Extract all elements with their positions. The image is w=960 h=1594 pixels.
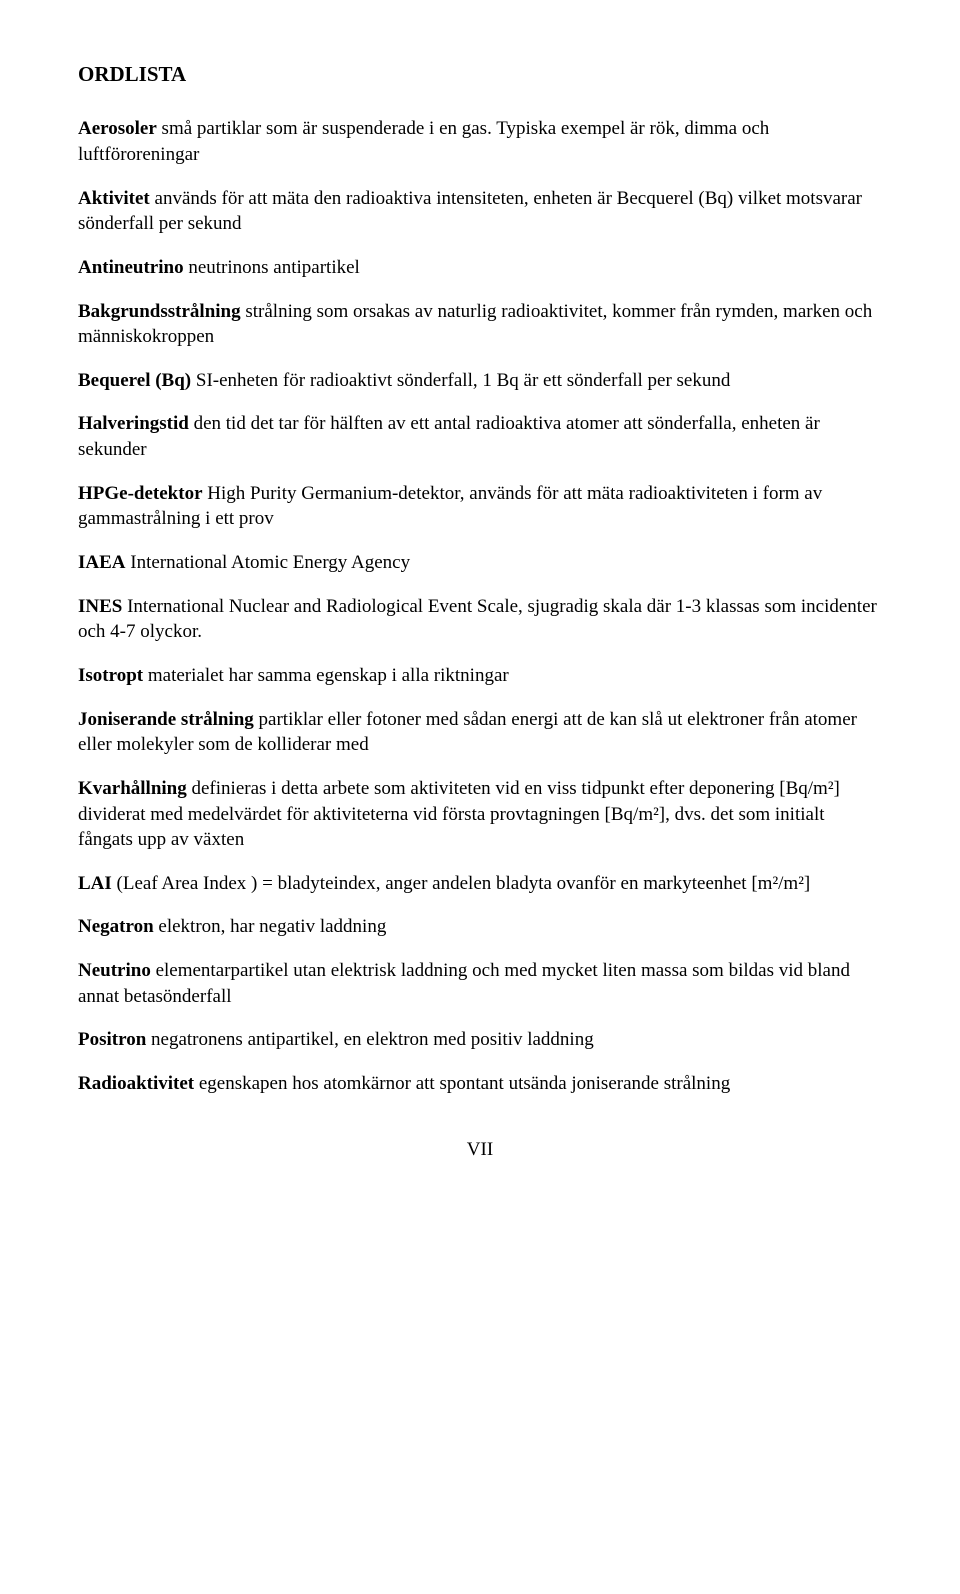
- glossary-definition: egenskapen hos atomkärnor att spontant u…: [194, 1073, 730, 1094]
- glossary-entry: Bequerel (Bq) SI-enheten för radioaktivt…: [78, 368, 882, 394]
- page-heading: ORDLISTA: [78, 60, 882, 88]
- glossary-term: Bequerel (Bq): [78, 370, 191, 391]
- glossary-entry: Aerosoler små partiklar som är suspender…: [78, 116, 882, 167]
- glossary-term: Negatron: [78, 916, 154, 937]
- glossary-entry: IAEA International Atomic Energy Agency: [78, 550, 882, 576]
- glossary-term: Halveringstid: [78, 413, 189, 434]
- glossary-entry: Negatron elektron, har negativ laddning: [78, 914, 882, 940]
- glossary-entry: Neutrino elementarpartikel utan elektris…: [78, 958, 882, 1009]
- glossary-entry: Kvarhållning definieras i detta arbete s…: [78, 776, 882, 853]
- glossary-term: IAEA: [78, 552, 126, 573]
- glossary-definition: används för att mäta den radioaktiva int…: [78, 188, 862, 235]
- glossary-term: Radioaktivitet: [78, 1073, 194, 1094]
- glossary-entry: INES International Nuclear and Radiologi…: [78, 594, 882, 645]
- glossary-term: Isotropt: [78, 665, 143, 686]
- glossary-entry: Joniserande strålning partiklar eller fo…: [78, 707, 882, 758]
- glossary-definition: neutrinons antipartikel: [184, 257, 360, 278]
- glossary-definition: elektron, har negativ laddning: [154, 916, 387, 937]
- glossary-term: INES: [78, 596, 122, 617]
- glossary-definition: SI-enheten för radioaktivt sönderfall, 1…: [191, 370, 730, 391]
- glossary-definition: definieras i detta arbete som aktivitete…: [78, 778, 840, 850]
- glossary-definition: elementarpartikel utan elektrisk laddnin…: [78, 960, 850, 1007]
- glossary-entry: Positron negatronens antipartikel, en el…: [78, 1027, 882, 1053]
- glossary-term: Positron: [78, 1029, 146, 1050]
- glossary-term: Aktivitet: [78, 188, 150, 209]
- glossary-term: Joniserande strålning: [78, 709, 254, 730]
- page-number: VII: [78, 1137, 882, 1163]
- glossary-term: Neutrino: [78, 960, 151, 981]
- glossary-entry: Antineutrino neutrinons antipartikel: [78, 255, 882, 281]
- glossary-definition: den tid det tar för hälften av ett antal…: [78, 413, 820, 460]
- glossary-definition: International Atomic Energy Agency: [126, 552, 411, 573]
- glossary-term: HPGe-detektor: [78, 483, 203, 504]
- glossary-entry: HPGe-detektor High Purity Germanium-dete…: [78, 481, 882, 532]
- glossary-term: Antineutrino: [78, 257, 184, 278]
- glossary-entry: Isotropt materialet har samma egenskap i…: [78, 663, 882, 689]
- glossary-term: Kvarhållning: [78, 778, 187, 799]
- glossary-term: Aerosoler: [78, 118, 157, 139]
- glossary-definition: materialet har samma egenskap i alla rik…: [143, 665, 509, 686]
- glossary-list: Aerosoler små partiklar som är suspender…: [78, 116, 882, 1096]
- glossary-entry: Halveringstid den tid det tar för hälfte…: [78, 411, 882, 462]
- glossary-definition: små partiklar som är suspenderade i en g…: [78, 118, 769, 165]
- glossary-definition: International Nuclear and Radiological E…: [78, 596, 877, 643]
- glossary-entry: Radioaktivitet egenskapen hos atomkärnor…: [78, 1071, 882, 1097]
- glossary-term: Bakgrundsstrålning: [78, 301, 241, 322]
- glossary-entry: LAI (Leaf Area Index ) = bladyteindex, a…: [78, 871, 882, 897]
- glossary-entry: Aktivitet används för att mäta den radio…: [78, 186, 882, 237]
- glossary-definition: (Leaf Area Index ) = bladyteindex, anger…: [112, 873, 810, 894]
- glossary-definition: negatronens antipartikel, en elektron me…: [146, 1029, 593, 1050]
- glossary-term: LAI: [78, 873, 112, 894]
- glossary-entry: Bakgrundsstrålning strålning som orsakas…: [78, 299, 882, 350]
